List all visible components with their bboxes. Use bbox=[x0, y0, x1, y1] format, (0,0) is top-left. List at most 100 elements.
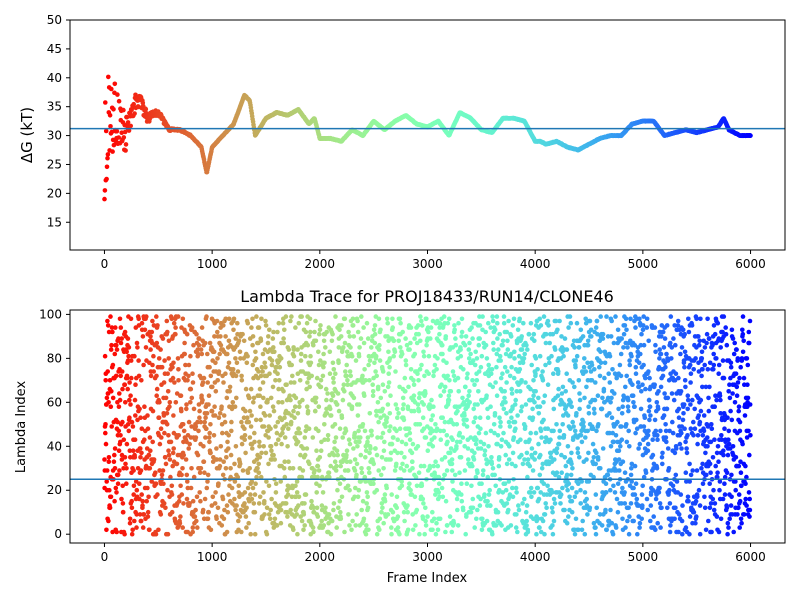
lambda-point bbox=[688, 472, 694, 478]
lambda-point bbox=[433, 422, 438, 427]
dg-point bbox=[122, 129, 128, 135]
lambda-point bbox=[398, 320, 403, 326]
lambda-point bbox=[367, 411, 373, 416]
lambda-point bbox=[170, 450, 176, 456]
lambda-point bbox=[280, 320, 286, 326]
lambda-point bbox=[546, 323, 551, 328]
lambda-point bbox=[212, 501, 218, 506]
lambda-point bbox=[353, 358, 359, 363]
lambda-point bbox=[532, 400, 537, 405]
lambda-point bbox=[405, 503, 410, 508]
lambda-point bbox=[325, 391, 330, 396]
lambda-point bbox=[500, 490, 506, 495]
lambda-point bbox=[286, 347, 292, 352]
lambda-point bbox=[667, 501, 673, 506]
lambda-point bbox=[688, 371, 694, 377]
lambda-point bbox=[468, 351, 473, 357]
lambda-point bbox=[104, 468, 110, 473]
lambda-point bbox=[224, 503, 230, 508]
lambda-point bbox=[618, 373, 624, 379]
dg-point bbox=[112, 81, 118, 87]
lambda-point bbox=[530, 406, 535, 412]
lambda-point bbox=[442, 320, 447, 326]
lambda-point bbox=[248, 386, 254, 392]
lambda-point bbox=[425, 514, 430, 519]
lambda-point bbox=[248, 424, 254, 429]
lambda-point bbox=[254, 474, 259, 480]
lambda-point bbox=[145, 509, 151, 515]
lambda-point bbox=[645, 433, 651, 438]
lambda-point bbox=[569, 461, 574, 467]
lambda-point bbox=[331, 367, 337, 372]
lambda-point bbox=[590, 426, 596, 432]
lambda-point bbox=[542, 531, 547, 537]
lambda-point bbox=[180, 316, 186, 322]
lambda-point bbox=[308, 353, 313, 359]
lambda-point bbox=[595, 331, 600, 337]
lambda-point bbox=[663, 435, 669, 440]
lambda-point bbox=[690, 468, 695, 473]
lambda-point bbox=[683, 470, 689, 476]
lambda-point bbox=[280, 430, 285, 436]
lambda-point bbox=[175, 314, 181, 319]
lambda-point bbox=[417, 422, 423, 427]
lambda-point bbox=[350, 323, 356, 328]
lambda-point bbox=[434, 367, 439, 372]
lambda-point bbox=[475, 507, 480, 513]
lambda-point bbox=[325, 433, 331, 438]
lambda-point bbox=[600, 336, 606, 341]
lambda-point bbox=[660, 329, 666, 335]
lambda-point bbox=[179, 492, 185, 497]
lambda-point bbox=[596, 422, 601, 427]
lambda-point bbox=[141, 362, 146, 368]
lambda-point bbox=[134, 340, 140, 346]
lambda-point bbox=[237, 349, 243, 355]
lambda-point bbox=[171, 446, 176, 451]
lambda-point bbox=[524, 342, 529, 348]
lambda-point bbox=[394, 428, 399, 434]
lambda-point bbox=[184, 406, 189, 412]
lambda-point bbox=[371, 461, 377, 467]
lambda-point bbox=[191, 474, 197, 480]
lambda-point bbox=[282, 435, 288, 440]
lambda-point bbox=[447, 450, 453, 456]
lambda-point bbox=[503, 351, 509, 357]
lambda-point bbox=[118, 433, 123, 438]
lambda-point bbox=[679, 430, 684, 436]
lambda-point bbox=[269, 448, 274, 454]
lambda-point bbox=[658, 384, 664, 390]
lambda-point bbox=[397, 384, 402, 390]
lambda-point bbox=[148, 448, 153, 454]
lambda-point bbox=[372, 331, 378, 337]
lambda-point bbox=[301, 527, 306, 533]
lambda-point bbox=[326, 470, 332, 476]
lambda-point bbox=[401, 417, 407, 423]
lambda-point bbox=[652, 417, 658, 423]
lambda-point bbox=[144, 314, 149, 319]
lambda-point bbox=[208, 450, 213, 456]
lambda-point bbox=[554, 470, 560, 476]
lambda-point bbox=[184, 402, 189, 407]
lambda-point bbox=[504, 461, 510, 467]
lambda-point bbox=[202, 419, 207, 425]
lambda-point bbox=[504, 411, 509, 416]
lambda-point bbox=[444, 468, 450, 473]
lambda-point bbox=[428, 336, 433, 341]
lambda-point bbox=[306, 371, 311, 377]
lambda-point bbox=[641, 314, 646, 319]
lambda-point bbox=[136, 358, 141, 363]
lambda-point bbox=[697, 338, 702, 344]
lambda-point bbox=[239, 378, 245, 383]
lambda-point bbox=[676, 415, 682, 421]
lambda-point bbox=[431, 463, 437, 469]
lambda-point bbox=[634, 426, 640, 432]
lambda-point bbox=[635, 380, 641, 385]
lambda-point bbox=[422, 373, 427, 379]
lambda-point bbox=[503, 487, 509, 493]
lambda-point bbox=[692, 426, 698, 432]
lambda-point bbox=[579, 527, 585, 533]
lambda-point bbox=[397, 316, 403, 322]
lambda-point bbox=[188, 485, 194, 491]
lambda-point bbox=[416, 395, 422, 401]
